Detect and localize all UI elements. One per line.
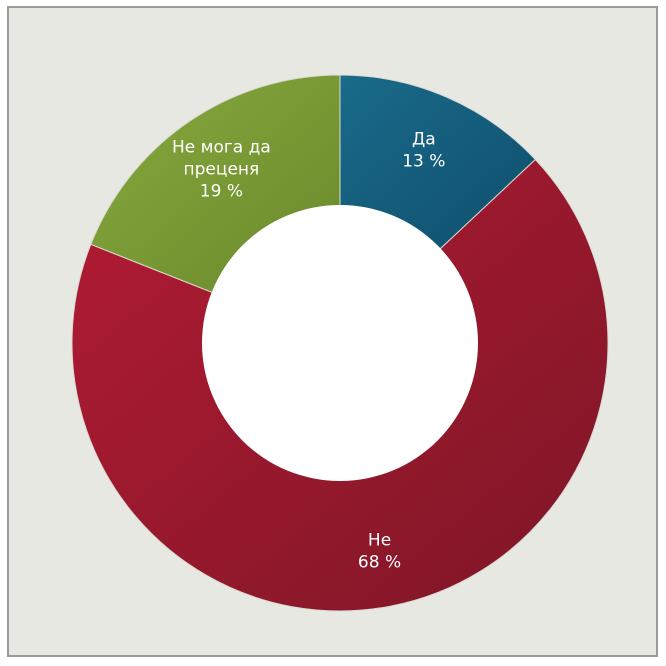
slice-label-0: Да 13 % (402, 129, 445, 171)
slice-label-2: Не мога да преценя 19 % (172, 137, 271, 201)
slice-label-line: преценя (184, 159, 260, 179)
slice-label-line: Не мога да (172, 137, 271, 157)
slice-label-line: 68 % (358, 552, 401, 572)
slice-label-line: 19 % (200, 181, 243, 201)
slice-label-line: Не (368, 530, 391, 550)
slice-label-1: Не 68 % (358, 530, 401, 572)
slice-label-line: 13 % (402, 151, 445, 171)
slice-label-line: Да (412, 129, 436, 149)
donut-hole (202, 205, 478, 481)
